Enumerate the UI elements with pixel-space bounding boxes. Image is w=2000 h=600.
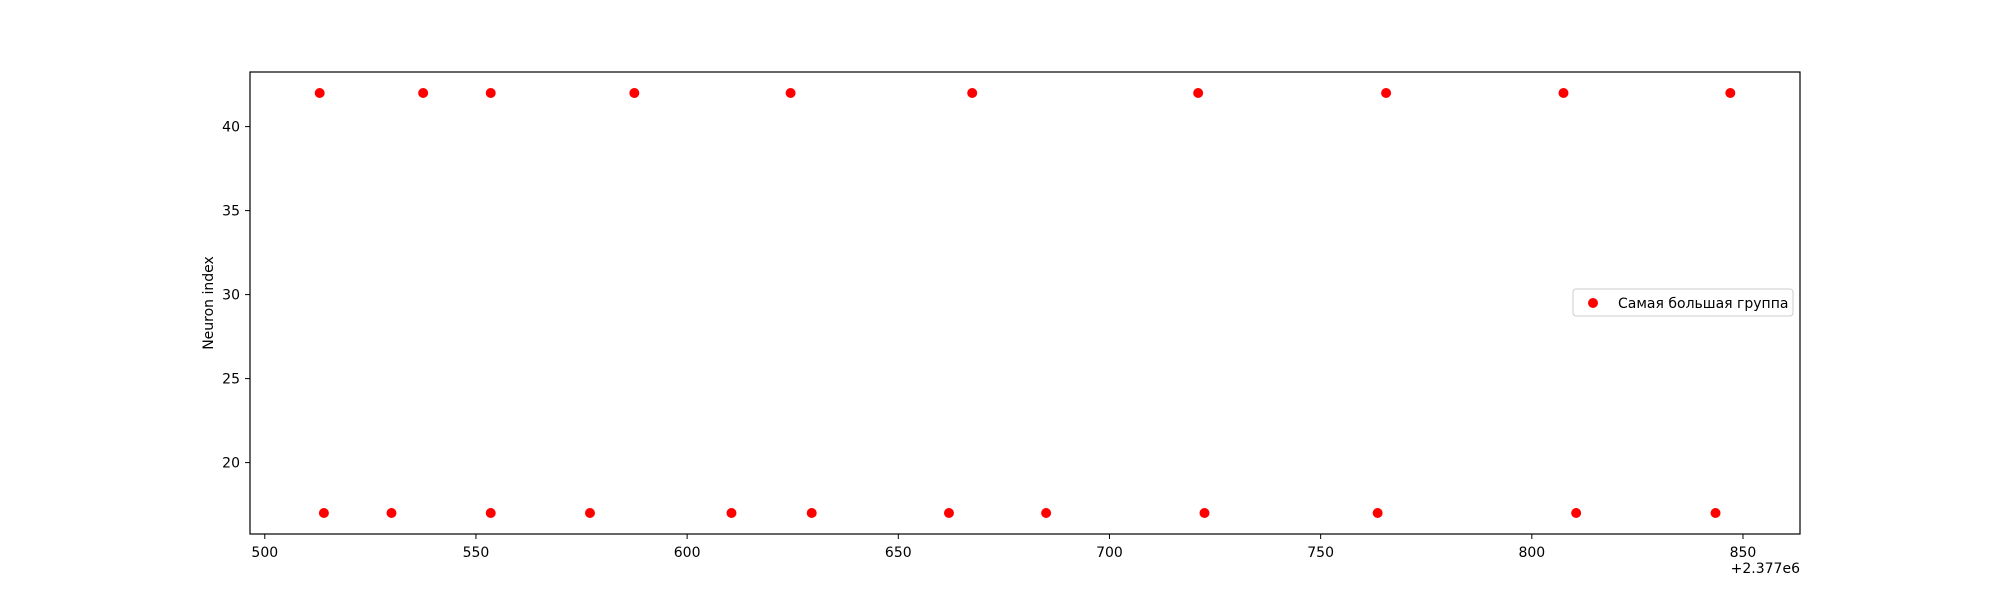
data-point <box>418 88 429 98</box>
data-point <box>1372 508 1383 518</box>
x-tick-label: 750 <box>1307 545 1334 561</box>
data-point <box>1193 88 1204 98</box>
data-point <box>806 508 817 518</box>
data-point <box>943 508 954 518</box>
plot-area <box>249 71 1801 535</box>
data-point <box>1558 88 1569 98</box>
data-point <box>485 508 496 518</box>
x-tick-label: 500 <box>251 545 278 561</box>
data-point <box>1381 88 1392 98</box>
x-tick-label: 650 <box>885 545 912 561</box>
data-point <box>1199 508 1210 518</box>
data-point <box>967 88 978 98</box>
y-tick-label: 35 <box>222 204 240 220</box>
x-tick-label: 850 <box>1730 545 1757 561</box>
x-tick-label: 700 <box>1096 545 1123 561</box>
data-point <box>1710 508 1721 518</box>
data-point <box>1725 88 1736 98</box>
data-point <box>726 508 737 518</box>
y-tick-label: 30 <box>222 288 240 304</box>
y-tick-label: 20 <box>222 456 240 472</box>
y-axis-ticks: 20 25 30 35 40 <box>222 120 250 472</box>
data-point <box>1571 508 1582 518</box>
y-tick-label: 40 <box>222 120 240 136</box>
x-tick-label: 800 <box>1518 545 1545 561</box>
data-points <box>314 88 1736 518</box>
x-axis-ticks: 500 550 600 650 700 750 800 850 <box>251 534 1756 561</box>
data-point <box>584 508 595 518</box>
legend-box <box>1572 288 1794 317</box>
data-point <box>1041 508 1052 518</box>
data-point <box>318 508 329 518</box>
x-tick-label: 600 <box>674 545 701 561</box>
data-point <box>314 88 325 98</box>
data-point <box>785 88 796 98</box>
x-axis-offset-label: +2.377e6 <box>1731 561 1800 577</box>
y-axis-label: Neuron index <box>201 256 217 350</box>
legend-marker <box>1588 298 1598 308</box>
x-tick-label: 550 <box>463 545 490 561</box>
data-point <box>386 508 397 518</box>
y-tick-label: 25 <box>222 372 240 388</box>
data-point <box>629 88 640 98</box>
legend-label: Самая большая группа <box>1618 296 1788 312</box>
data-point <box>485 88 496 98</box>
legend: Самая большая группа <box>1572 288 1794 317</box>
